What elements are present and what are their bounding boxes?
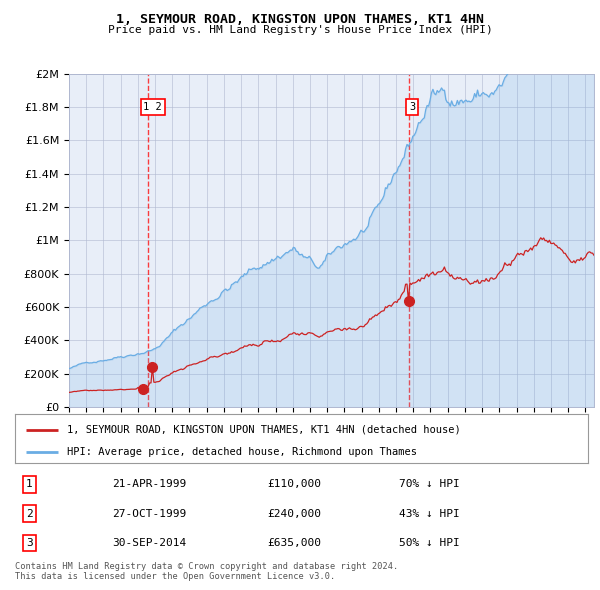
Text: 50% ↓ HPI: 50% ↓ HPI (399, 538, 460, 548)
Text: 70% ↓ HPI: 70% ↓ HPI (399, 480, 460, 489)
Text: 2: 2 (26, 509, 33, 519)
Text: 30-SEP-2014: 30-SEP-2014 (112, 538, 187, 548)
Text: HPI: Average price, detached house, Richmond upon Thames: HPI: Average price, detached house, Rich… (67, 447, 416, 457)
Text: 3: 3 (26, 538, 33, 548)
Text: 1: 1 (26, 480, 33, 489)
Text: 1, SEYMOUR ROAD, KINGSTON UPON THAMES, KT1 4HN (detached house): 1, SEYMOUR ROAD, KINGSTON UPON THAMES, K… (67, 425, 460, 435)
Text: 43% ↓ HPI: 43% ↓ HPI (399, 509, 460, 519)
Text: Contains HM Land Registry data © Crown copyright and database right 2024.
This d: Contains HM Land Registry data © Crown c… (15, 562, 398, 581)
Text: Price paid vs. HM Land Registry's House Price Index (HPI): Price paid vs. HM Land Registry's House … (107, 25, 493, 35)
Text: £240,000: £240,000 (267, 509, 321, 519)
Text: 1, SEYMOUR ROAD, KINGSTON UPON THAMES, KT1 4HN: 1, SEYMOUR ROAD, KINGSTON UPON THAMES, K… (116, 13, 484, 26)
Text: 21-APR-1999: 21-APR-1999 (112, 480, 187, 489)
Text: 3: 3 (409, 102, 415, 112)
Text: £635,000: £635,000 (267, 538, 321, 548)
Text: £110,000: £110,000 (267, 480, 321, 489)
Text: 27-OCT-1999: 27-OCT-1999 (112, 509, 187, 519)
Text: 1 2: 1 2 (143, 102, 162, 112)
